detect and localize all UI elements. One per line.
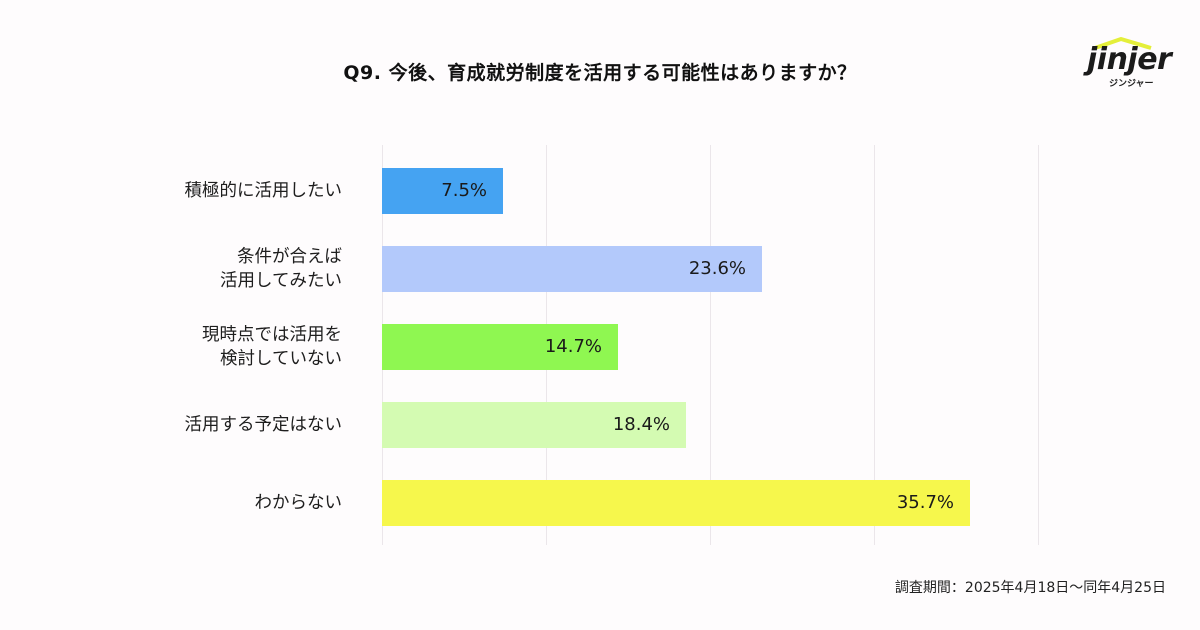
bar-not-considering: 14.7% <box>382 324 618 370</box>
bar-value-label: 18.4% <box>612 414 670 435</box>
category-label-line: 条件が合えば <box>237 247 342 267</box>
category-label: 活用する予定はない <box>102 413 343 437</box>
gridline-30 <box>874 145 875 545</box>
jinjer-logo: jinjer ジンジャー <box>1083 36 1173 89</box>
bar-no-plan: 18.4% <box>382 402 686 448</box>
roof-icon <box>1094 37 1152 50</box>
category-label-line: 現時点では活用を <box>202 325 342 345</box>
bar-actively-use: 7.5% <box>382 168 503 214</box>
category-label: わからない <box>102 491 343 515</box>
survey-period: 調査期間：2025年4月18日～同年4月25日 <box>894 580 1166 596</box>
bar-use-if-conditions-met: 23.6% <box>382 246 762 292</box>
chart-title: Q9. 今後、育成就労制度を活用する可能性はありますか？ <box>343 62 857 84</box>
category-label: 積極的に活用したい <box>102 179 343 203</box>
category-label-line: 検討していない <box>220 349 342 369</box>
logo-kana: ジンジャー <box>1109 79 1154 89</box>
logo-wordmark: jinjer <box>1087 42 1172 77</box>
bar-dont-know: 35.7% <box>382 480 970 526</box>
bar-value-label: 14.7% <box>544 336 602 357</box>
category-label-line: 活用してみたい <box>220 271 342 291</box>
category-label: 現時点では活用を 検討していない <box>102 323 342 371</box>
gridline-40 <box>1038 145 1039 545</box>
category-label-line: 活用する予定はない <box>184 415 343 435</box>
bar-value-label: 35.7% <box>896 492 954 513</box>
category-label-line: 積極的に活用したい <box>184 181 343 201</box>
category-label-line: わからない <box>254 493 343 513</box>
bar-value-label: 23.6% <box>688 258 746 279</box>
category-label: 条件が合えば 活用してみたい <box>102 245 342 293</box>
gridline-20 <box>710 145 711 545</box>
bar-value-label: 7.5% <box>441 180 487 201</box>
